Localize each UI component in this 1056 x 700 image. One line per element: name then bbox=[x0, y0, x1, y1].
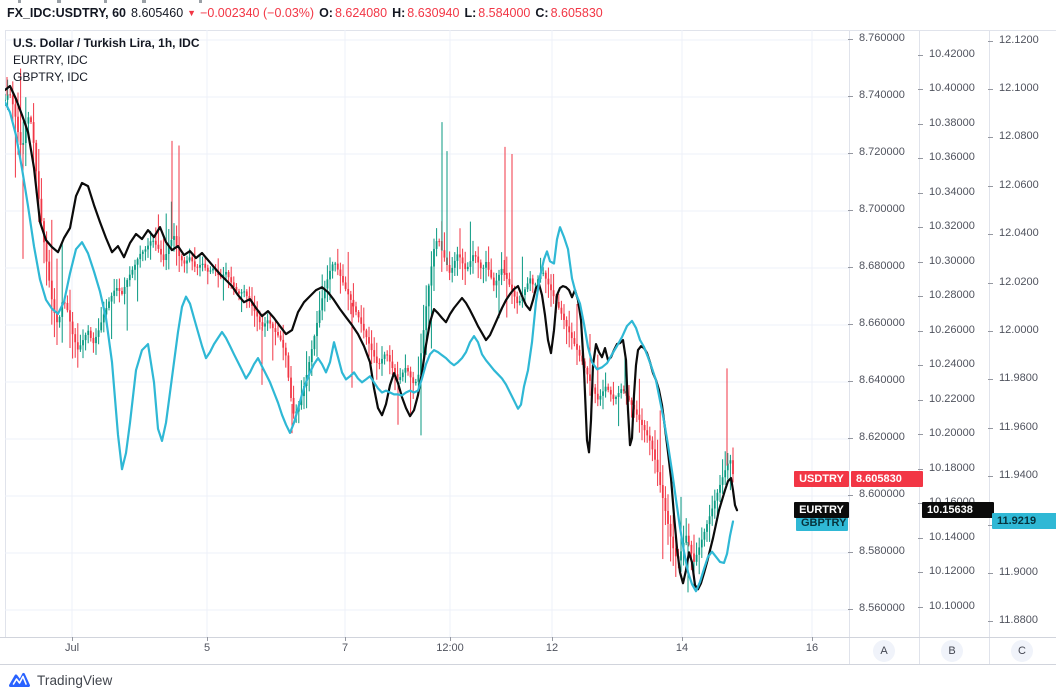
price-tick-gbptry: 11.9400 bbox=[988, 469, 1038, 481]
price-tick-eurtry: 10.26000 bbox=[918, 324, 975, 336]
price-tick-usdtry: 8.640000 bbox=[848, 374, 905, 386]
ohlc-low: L: 8.584000 bbox=[464, 6, 531, 20]
time-label: 7 bbox=[341, 642, 349, 654]
plot-top-border bbox=[5, 30, 1056, 31]
price-tick-eurtry: 10.34000 bbox=[918, 186, 975, 198]
price-tick-gbptry: 11.9800 bbox=[988, 372, 1038, 384]
tradingview-brand-text: TradingView bbox=[37, 672, 113, 688]
price-tick-gbptry: 11.8800 bbox=[988, 614, 1038, 626]
last-price: 8.605460 bbox=[131, 6, 184, 20]
ohlc-high: H: 8.630940 bbox=[392, 6, 460, 20]
price-tick-eurtry: 10.10000 bbox=[918, 600, 975, 612]
price-tick-gbptry: 12.1200 bbox=[988, 34, 1039, 46]
time-tick-mark bbox=[812, 637, 813, 641]
cropped-text-artifact bbox=[18, 0, 21, 3]
scale-a-separator bbox=[849, 30, 850, 665]
gbptry-symbol-tag: GBPTRY bbox=[796, 515, 848, 531]
price-tick-eurtry: 10.36000 bbox=[918, 151, 975, 163]
price-tick-gbptry: 12.0400 bbox=[988, 227, 1039, 239]
price-tick-eurtry: 10.12000 bbox=[918, 565, 975, 577]
price-scale-C[interactable]: 12.1200 12.1000 12.0800 12.0600 12.0400 12.02… bbox=[988, 30, 1056, 665]
price-scale-B[interactable]: 10.42000 10.40000 10.38000 10.36000 10.34000… bbox=[918, 30, 989, 665]
time-label: Jul bbox=[64, 642, 80, 654]
scale-button-b[interactable]: B bbox=[941, 640, 963, 662]
eurtry-price-tag: 10.15638 bbox=[922, 502, 994, 518]
time-tick-mark bbox=[552, 637, 553, 641]
scale-b-separator bbox=[919, 30, 920, 665]
time-tick-mark bbox=[450, 637, 451, 641]
time-tick-mark bbox=[682, 637, 683, 641]
time-label: 5 bbox=[203, 642, 211, 654]
price-tick-eurtry: 10.28000 bbox=[918, 289, 975, 301]
price-tick-eurtry: 10.42000 bbox=[918, 48, 975, 60]
ohlc-close: C: 8.605830 bbox=[535, 6, 603, 20]
price-tick-eurtry: 10.38000 bbox=[918, 117, 975, 129]
ohlc-open: O: 8.624080 bbox=[319, 6, 388, 20]
time-tick-mark bbox=[72, 637, 73, 641]
tradingview-logo-icon bbox=[9, 673, 30, 687]
legend-main-series[interactable]: U.S. Dollar / Turkish Lira, 1h, IDC bbox=[13, 36, 200, 50]
scale-button-a[interactable]: A bbox=[873, 640, 895, 662]
price-tick-gbptry: 12.1000 bbox=[988, 82, 1039, 94]
tradingview-attribution[interactable]: TradingView bbox=[8, 672, 112, 688]
price-tick-gbptry: 12.0600 bbox=[988, 179, 1039, 191]
usdtry-symbol-tag: USDTRY bbox=[794, 471, 849, 487]
plot-left-border bbox=[5, 30, 6, 637]
cropped-text-artifact bbox=[104, 0, 107, 3]
price-tick-gbptry: 12.0000 bbox=[988, 324, 1039, 336]
cropped-text-artifact bbox=[199, 0, 202, 3]
usdtry-price-tag: 8.605830 bbox=[851, 471, 923, 487]
price-tick-usdtry: 8.760000 bbox=[848, 32, 905, 44]
time-axis-top-border bbox=[0, 637, 1056, 638]
time-tick-mark bbox=[207, 637, 208, 641]
price-tick-eurtry: 10.18000 bbox=[918, 462, 975, 474]
legend-overlay-eurtry[interactable]: EURTRY, IDC bbox=[13, 53, 88, 67]
time-label: 12 bbox=[545, 642, 559, 654]
price-tick-eurtry: 10.20000 bbox=[918, 427, 975, 439]
price-tick-usdtry: 8.600000 bbox=[848, 488, 905, 500]
chart-legend: U.S. Dollar / Turkish Lira, 1h, IDC EURT… bbox=[13, 35, 199, 86]
down-triangle-icon: ▼ bbox=[187, 8, 197, 18]
price-tick-usdtry: 8.560000 bbox=[848, 602, 905, 614]
price-tick-usdtry: 8.740000 bbox=[848, 89, 905, 101]
price-tick-usdtry: 8.720000 bbox=[848, 146, 905, 158]
widget-bottom-border bbox=[0, 664, 1056, 665]
price-tick-usdtry: 8.700000 bbox=[848, 203, 905, 215]
cropped-text-artifact bbox=[142, 0, 146, 3]
price-tick-eurtry: 10.24000 bbox=[918, 358, 975, 370]
symbol-info-bar: FX_IDC:USDTRY, 60 8.605460 ▼ −0.002340 (… bbox=[7, 5, 603, 21]
scale-c-separator bbox=[989, 30, 990, 665]
price-tick-eurtry: 10.14000 bbox=[918, 531, 975, 543]
price-tick-usdtry: 8.580000 bbox=[848, 545, 905, 557]
price-tick-eurtry: 10.40000 bbox=[918, 82, 975, 94]
legend-overlay-gbptry[interactable]: GBPTRY, IDC bbox=[13, 70, 88, 84]
price-tick-usdtry: 8.680000 bbox=[848, 260, 905, 272]
price-tick-eurtry: 10.30000 bbox=[918, 255, 975, 267]
time-label: 14 bbox=[675, 642, 689, 654]
gbptry-price-tag: 11.9219 bbox=[992, 513, 1056, 529]
price-tick-gbptry: 12.0200 bbox=[988, 276, 1039, 288]
price-tick-gbptry: 11.9600 bbox=[988, 421, 1038, 433]
cropped-text-artifact bbox=[57, 0, 61, 3]
price-tick-eurtry: 10.32000 bbox=[918, 220, 975, 232]
price-tick-eurtry: 10.22000 bbox=[918, 393, 975, 405]
price-change: −0.002340 (−0.03%) bbox=[200, 6, 315, 20]
chart-canvas[interactable] bbox=[5, 30, 849, 637]
time-label: 12:00 bbox=[436, 642, 464, 654]
time-tick-mark bbox=[345, 637, 346, 641]
price-tick-usdtry: 8.620000 bbox=[848, 431, 905, 443]
eurtry-symbol-tag: EURTRY bbox=[794, 502, 849, 518]
time-label: 16 bbox=[805, 642, 819, 654]
price-scale-A[interactable]: 8.760000 8.740000 8.720000 8.700000 8.680000… bbox=[848, 30, 919, 665]
price-tick-usdtry: 8.660000 bbox=[848, 317, 905, 329]
price-tick-gbptry: 12.0800 bbox=[988, 130, 1039, 142]
symbol-name: FX_IDC:USDTRY, 60 bbox=[7, 6, 127, 20]
price-tick-gbptry: 11.9000 bbox=[988, 566, 1038, 578]
scale-button-c[interactable]: C bbox=[1011, 640, 1033, 662]
